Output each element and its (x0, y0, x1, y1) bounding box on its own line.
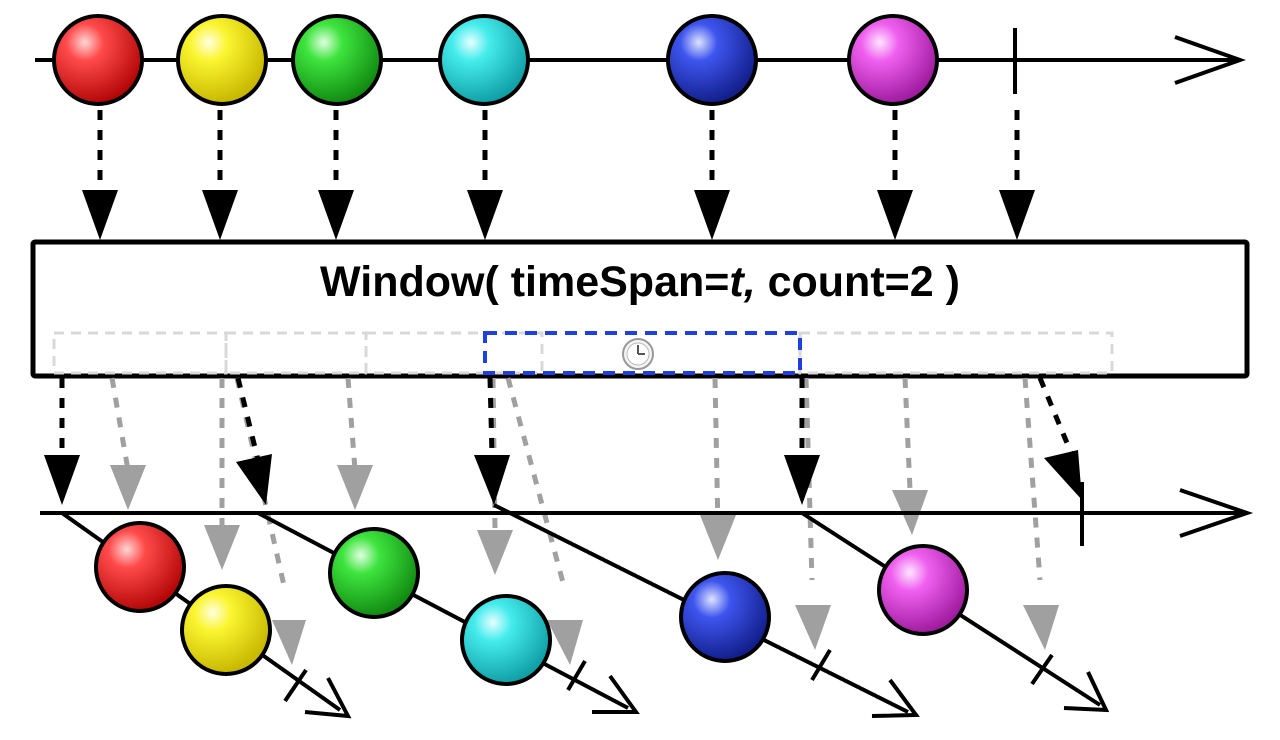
output-window-3 (493, 503, 920, 718)
output-marble-magenta (877, 544, 969, 636)
window-line (257, 511, 629, 710)
window-open-arrowheads (44, 450, 1082, 505)
input-arrowhead (999, 190, 1035, 240)
output-marble-red (94, 521, 186, 613)
window-arrowhead (304, 677, 352, 719)
output-timeline (40, 482, 1254, 546)
source-marble-magenta (847, 14, 939, 106)
output-marble-blue (679, 571, 771, 663)
output-window-4 (800, 511, 1110, 713)
operator-frame (30, 239, 1250, 379)
input-arrowhead (82, 190, 118, 240)
input-arrowhead (318, 190, 354, 240)
clock-icon (622, 338, 654, 370)
window-complete-marker (1030, 653, 1054, 686)
source-marble-cyan (438, 14, 530, 106)
active-timer-window (483, 331, 802, 375)
output-window-2 (257, 511, 640, 714)
window-open-arrows (59, 377, 1075, 461)
source-marble-red (52, 14, 144, 106)
source-axis-arrowhead (1174, 35, 1246, 85)
source-marble-green (291, 14, 383, 106)
window-arrowhead (1063, 671, 1110, 713)
ghost-timer-windows (52, 331, 1114, 375)
operator-box: Window( timeSpan=t, count=2 ) (30, 239, 1250, 379)
window-arrowhead (871, 678, 920, 718)
output-marble-green (328, 527, 420, 619)
source-timeline (35, 14, 1246, 106)
ghost-timer-window (364, 331, 544, 375)
window-complete-marker (566, 659, 587, 692)
source-marble-yellow (176, 14, 268, 106)
input-arrowheads (82, 190, 1035, 240)
window-arrowhead (592, 674, 640, 714)
operator-label: Window( timeSpan=t, count=2 ) (320, 258, 960, 306)
output-marble-yellow (180, 584, 272, 676)
input-arrowhead (467, 190, 503, 240)
source-marble-blue (666, 14, 758, 106)
input-arrowhead (202, 190, 238, 240)
ghost-output-arrowheads (110, 465, 1059, 665)
input-arrowhead (877, 190, 913, 240)
input-arrowhead (694, 190, 730, 240)
ghost-timer-window (798, 331, 1114, 375)
input-arrows (97, 110, 1020, 195)
output-axis-arrowhead (1179, 488, 1254, 538)
window-complete-marker (810, 648, 832, 682)
window-complete-marker (283, 668, 308, 703)
output-window-1 (60, 511, 352, 719)
output-marble-cyan (460, 594, 552, 686)
